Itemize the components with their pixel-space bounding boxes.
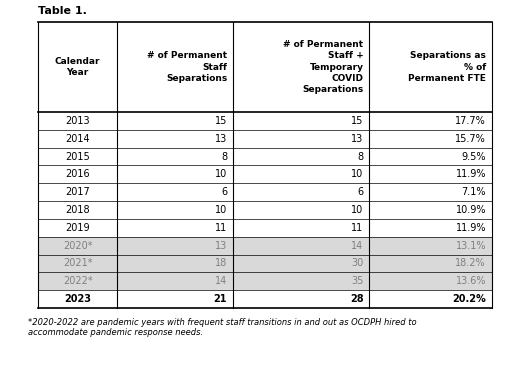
Text: *2020-2022 are pandemic years with frequent staff transitions in and out as OCDP: *2020-2022 are pandemic years with frequ… xyxy=(28,318,417,337)
Bar xyxy=(38,237,492,254)
Text: 14: 14 xyxy=(351,240,364,251)
Text: 20.2%: 20.2% xyxy=(452,294,486,304)
Text: # of Permanent
Staff
Separations: # of Permanent Staff Separations xyxy=(147,51,227,83)
Text: 10: 10 xyxy=(215,169,227,179)
Text: 9.5%: 9.5% xyxy=(462,152,486,161)
Text: 10.9%: 10.9% xyxy=(455,205,486,215)
Bar xyxy=(38,290,492,308)
Bar xyxy=(38,147,492,165)
Text: 2018: 2018 xyxy=(65,205,90,215)
Text: 13: 13 xyxy=(215,240,227,251)
Text: 8: 8 xyxy=(221,152,227,161)
Text: 10: 10 xyxy=(351,169,364,179)
Bar xyxy=(38,112,492,130)
Text: 35: 35 xyxy=(351,276,364,286)
Text: 13: 13 xyxy=(351,134,364,144)
Text: 2017: 2017 xyxy=(65,187,90,197)
Text: 15: 15 xyxy=(215,116,227,126)
Text: 2014: 2014 xyxy=(65,134,90,144)
Text: 7.1%: 7.1% xyxy=(462,187,486,197)
Text: 10: 10 xyxy=(215,205,227,215)
Text: 8: 8 xyxy=(357,152,364,161)
Text: 10: 10 xyxy=(351,205,364,215)
Bar xyxy=(38,165,492,183)
Text: 11.9%: 11.9% xyxy=(455,223,486,233)
Text: 13.1%: 13.1% xyxy=(455,240,486,251)
Text: 30: 30 xyxy=(351,258,364,268)
Text: 6: 6 xyxy=(221,187,227,197)
Bar xyxy=(38,219,492,237)
Text: 15: 15 xyxy=(351,116,364,126)
Text: 2016: 2016 xyxy=(65,169,90,179)
Text: # of Permanent
Staff +
Temporary
COVID
Separations: # of Permanent Staff + Temporary COVID S… xyxy=(284,40,364,94)
Text: 2013: 2013 xyxy=(65,116,90,126)
Text: 13: 13 xyxy=(215,134,227,144)
Text: 2019: 2019 xyxy=(65,223,90,233)
Text: Calendar
Year: Calendar Year xyxy=(55,57,101,77)
Text: 11: 11 xyxy=(351,223,364,233)
Bar xyxy=(38,201,492,219)
Text: 18.2%: 18.2% xyxy=(455,258,486,268)
Text: 28: 28 xyxy=(350,294,364,304)
Text: 17.7%: 17.7% xyxy=(455,116,486,126)
Text: Table 1.: Table 1. xyxy=(38,6,87,16)
Text: 15.7%: 15.7% xyxy=(455,134,486,144)
Text: 2015: 2015 xyxy=(65,152,90,161)
Text: 11: 11 xyxy=(215,223,227,233)
Text: 14: 14 xyxy=(215,276,227,286)
Text: 6: 6 xyxy=(357,187,364,197)
Bar xyxy=(38,183,492,201)
Text: 2022*: 2022* xyxy=(63,276,93,286)
Text: 2020*: 2020* xyxy=(63,240,92,251)
Bar xyxy=(38,272,492,290)
Text: 21: 21 xyxy=(214,294,227,304)
Text: Separations as
% of
Permanent FTE: Separations as % of Permanent FTE xyxy=(408,51,486,83)
Bar xyxy=(38,130,492,147)
Text: 18: 18 xyxy=(215,258,227,268)
Text: 13.6%: 13.6% xyxy=(455,276,486,286)
Text: 11.9%: 11.9% xyxy=(455,169,486,179)
Text: 2021*: 2021* xyxy=(63,258,92,268)
Text: 2023: 2023 xyxy=(64,294,91,304)
Bar xyxy=(38,254,492,272)
